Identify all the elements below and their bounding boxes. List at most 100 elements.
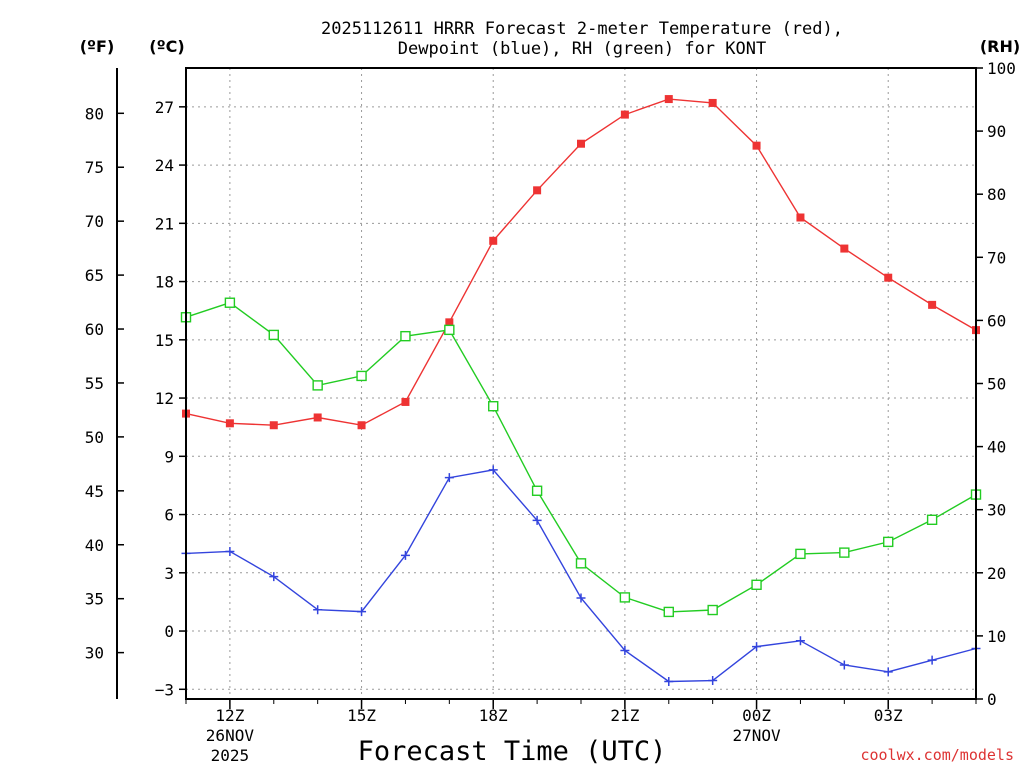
temperature-point	[313, 413, 322, 422]
fahrenheit-tick-label: 70	[85, 212, 104, 231]
rh-point	[356, 370, 367, 382]
rh-axis: 0 10 20 30 40 50 60 70 80 90 100	[976, 59, 1016, 709]
rh-tick-label: 80	[987, 185, 1006, 204]
dewpoint-point	[839, 660, 849, 670]
dewpoint-point	[225, 546, 235, 556]
rh-point	[575, 558, 587, 569]
celsius-tick-label: −3	[155, 680, 174, 699]
fahrenheit-tick-label: 75	[85, 158, 104, 177]
chart-title-line2: Dewpoint (blue), RH (green) for KONT	[398, 39, 766, 59]
temperature-point	[708, 98, 717, 107]
time-tick-label: 21Z	[610, 706, 639, 725]
rh-point	[795, 548, 806, 560]
celsius-tick-label: 12	[155, 389, 174, 408]
chart-title-line1: 2025112611 HRRR Forecast 2-meter Tempera…	[321, 19, 843, 39]
rh-point	[883, 536, 894, 548]
rh-point	[663, 606, 674, 618]
temperature-point	[401, 397, 410, 406]
fahrenheit-axis: 30 35 40 45 50 55 60 65 70 75 80	[85, 68, 124, 699]
rh-point	[488, 401, 499, 412]
rh-point	[444, 324, 455, 336]
temperature-point	[269, 421, 278, 430]
celsius-axis-label: (ºC)	[149, 37, 184, 56]
celsius-tick-label: 27	[155, 98, 174, 117]
rh-point	[707, 604, 718, 616]
temperature-point	[620, 110, 629, 119]
time-date-label: 27NOV	[732, 726, 781, 745]
rh-point	[531, 485, 543, 496]
rh-point	[312, 380, 323, 391]
fahrenheit-tick-label: 50	[85, 428, 104, 447]
rh-tick-label: 30	[987, 501, 1006, 520]
celsius-tick-label: 0	[164, 622, 174, 641]
rh-tick-label: 50	[987, 375, 1006, 394]
temperature-point	[752, 141, 761, 150]
rh-tick-label: 60	[987, 311, 1006, 330]
time-year-label: 2025	[211, 746, 250, 765]
temperature-point	[840, 244, 849, 253]
temperature-line	[185, 98, 977, 426]
time-tick-label: 00Z	[742, 706, 771, 725]
temperature-point	[664, 95, 673, 104]
celsius-tick-label: 9	[164, 447, 174, 466]
temperature-point	[796, 213, 805, 222]
rh-tick-label: 0	[987, 690, 997, 709]
fahrenheit-tick-label: 35	[85, 590, 104, 609]
fahrenheit-tick-label: 65	[85, 266, 104, 285]
dewpoint-point	[795, 636, 805, 646]
rh-axis-label: (RH)	[980, 37, 1020, 56]
temperature-point	[928, 300, 937, 309]
celsius-tick-label: 24	[155, 156, 174, 175]
dewpoint-point	[576, 593, 586, 603]
dewpoint-point	[488, 465, 498, 475]
dewpoint-point	[532, 515, 542, 525]
watermark-text: coolwx.com/models	[860, 746, 1014, 764]
dewpoint-point	[357, 607, 367, 617]
fahrenheit-axis-label: (ºF)	[80, 37, 115, 56]
rh-point	[751, 579, 762, 590]
celsius-tick-label: 6	[164, 506, 174, 525]
fahrenheit-tick-label: 40	[85, 536, 104, 555]
time-tick-label: 03Z	[874, 706, 903, 725]
celsius-tick-label: 18	[155, 273, 174, 292]
temperature-point	[533, 186, 542, 195]
rh-point	[619, 592, 631, 603]
temperature-point	[489, 236, 498, 245]
dewpoint-point	[269, 572, 279, 582]
rh-tick-label: 40	[987, 438, 1006, 457]
temperature-point	[357, 421, 366, 430]
dewpoint-point	[883, 667, 893, 677]
celsius-axis: −3 0 3 6 9 12 15 18 21 24 27	[155, 98, 186, 699]
dewpoint-point	[620, 645, 630, 655]
rh-tick-label: 90	[987, 122, 1006, 141]
dewpoint-point	[708, 676, 718, 686]
time-tick-label: 18Z	[479, 706, 508, 725]
celsius-tick-label: 15	[155, 331, 174, 350]
dewpoint-point	[400, 550, 410, 560]
series-layer	[180, 95, 982, 687]
time-date-label: 26NOV	[206, 726, 255, 745]
celsius-tick-label: 21	[155, 214, 174, 233]
rh-tick-label: 70	[987, 248, 1006, 267]
rh-point	[268, 329, 279, 341]
temperature-point	[445, 318, 454, 327]
dewpoint-point	[927, 655, 937, 665]
plot-frame	[185, 67, 977, 700]
time-tick-label: 12Z	[215, 706, 244, 725]
fahrenheit-tick-label: 80	[85, 104, 104, 123]
dewpoint-point	[664, 677, 674, 687]
rh-point	[839, 547, 850, 558]
dewpoint-line	[185, 469, 977, 683]
time-tick-label: 15Z	[347, 706, 376, 725]
fahrenheit-tick-label: 45	[85, 482, 104, 501]
temperature-point	[884, 273, 893, 282]
fahrenheit-tick-label: 30	[85, 644, 104, 663]
temperature-point	[577, 139, 585, 148]
fahrenheit-tick-label: 55	[85, 374, 104, 393]
rh-point	[224, 297, 236, 308]
rh-tick-label: 100	[987, 59, 1016, 78]
dewpoint-point	[313, 605, 323, 615]
rh-point	[926, 514, 938, 525]
